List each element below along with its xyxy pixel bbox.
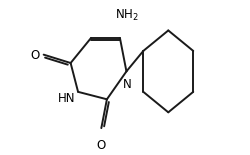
Text: N: N: [122, 78, 131, 91]
Text: NH$_2$: NH$_2$: [115, 8, 139, 23]
Text: O: O: [96, 139, 106, 152]
Text: O: O: [30, 49, 40, 62]
Text: HN: HN: [58, 92, 75, 105]
